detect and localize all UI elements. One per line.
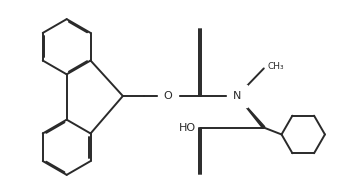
Text: N: N xyxy=(233,91,241,101)
Text: O: O xyxy=(164,91,173,101)
Text: HO: HO xyxy=(179,123,196,133)
Text: CH₃: CH₃ xyxy=(268,62,284,71)
Polygon shape xyxy=(237,96,265,128)
